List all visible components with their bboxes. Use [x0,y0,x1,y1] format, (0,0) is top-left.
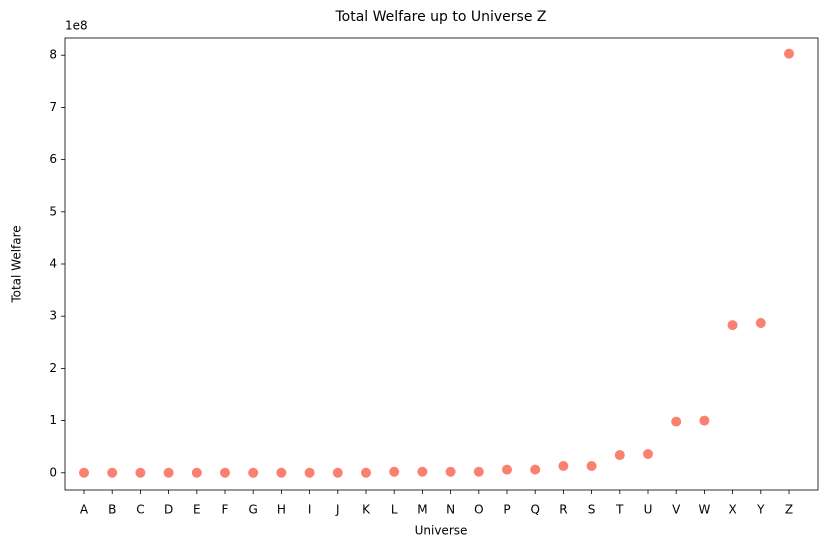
x-tick-label: T [615,503,624,517]
x-tick-label: F [222,503,229,517]
x-tick-label: I [308,503,312,517]
point [361,467,371,478]
point [191,467,202,478]
point [304,467,315,478]
x-tick-label: O [474,503,483,517]
x-tick-label: V [672,503,681,517]
x-tick-label: L [391,503,398,517]
point [135,467,146,478]
point [276,467,287,478]
y-axis-label: Total Welfare [10,225,24,303]
point [473,466,484,477]
point [727,320,738,331]
point [502,464,512,475]
y-tick-label: 6 [49,152,57,166]
y-tick-label: 8 [49,48,57,62]
point [79,467,89,478]
x-tick-label: U [644,503,653,517]
point [107,467,118,478]
x-tick-label: R [559,503,567,517]
x-tick-label: G [249,503,258,517]
point [671,416,682,427]
point [445,466,456,477]
x-tick-label: X [728,503,736,517]
x-tick-label: H [277,503,286,517]
x-tick-label: Q [530,503,539,517]
x-axis-label: Universe [415,524,468,538]
point [389,466,400,477]
x-tick-label: A [80,503,89,517]
x-tick-label: Y [756,503,765,517]
y-tick-label: 4 [49,257,57,271]
x-tick-label: N [446,503,455,517]
y-tick-label: 1 [49,413,57,427]
point [417,466,428,477]
x-tick-label: P [503,503,510,517]
offset-label: 1e8 [65,19,88,33]
x-tick-label: W [698,503,710,517]
y-tick-label: 3 [49,309,57,323]
x-tick-label: K [362,503,371,517]
point [643,448,653,459]
point [332,467,343,478]
x-tick-label: J [335,503,340,517]
x-tick-label: C [136,503,144,517]
point [784,48,794,59]
point [699,415,710,426]
y-tick-label: 2 [49,361,57,375]
y-tick-label: 0 [49,465,57,479]
point [586,460,597,471]
x-tick-label: E [193,503,201,517]
point [163,467,174,478]
x-tick-label: Z [785,503,793,517]
x-tick-label: D [164,503,173,517]
x-tick-label: B [108,503,116,517]
y-tick-label: 5 [49,204,57,218]
point [558,460,569,471]
chart-title: Total Welfare up to Universe Z [334,9,546,25]
point [614,450,625,461]
x-tick-label: M [417,503,427,517]
point [248,467,259,478]
x-tick-label: S [588,503,596,517]
point [530,464,541,475]
y-tick-label: 7 [49,100,57,114]
point [755,317,766,328]
point [220,467,230,478]
